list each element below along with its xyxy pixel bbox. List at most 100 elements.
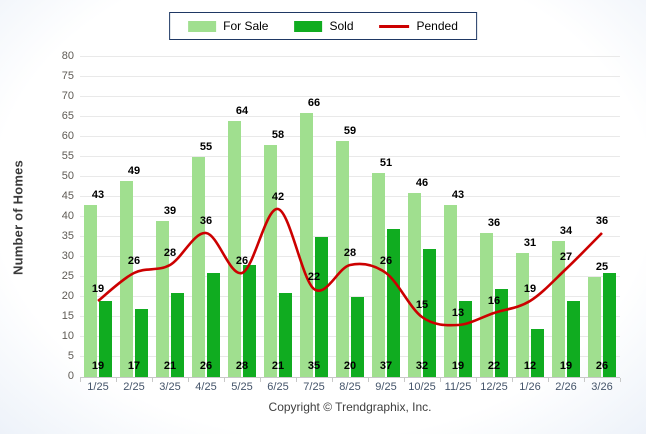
- sold-swatch-icon: [294, 20, 323, 32]
- x-tick-label: 9/25: [375, 381, 397, 393]
- pended-value-label: 13: [451, 307, 465, 319]
- for-sale-bar[interactable]: [444, 205, 457, 377]
- y-tick-label: 40: [61, 210, 74, 222]
- x-tick-mark: [404, 378, 405, 382]
- gridline: [80, 296, 620, 297]
- for-sale-bar[interactable]: [300, 113, 313, 377]
- pended-value-label: 26: [127, 255, 141, 267]
- y-tick-label: 25: [61, 270, 74, 282]
- for-sale-value-label: 46: [415, 177, 429, 189]
- pended-value-label: 42: [271, 191, 285, 203]
- x-tick-label: 2/25: [123, 381, 145, 393]
- pended-value-label: 15: [415, 299, 429, 311]
- sold-bar[interactable]: [207, 273, 220, 377]
- sold-value-label: 37: [379, 360, 393, 372]
- for-sale-value-label: 51: [379, 157, 393, 169]
- x-tick-mark: [188, 378, 189, 382]
- legend-label-for-sale: For Sale: [223, 19, 269, 33]
- copyright: Copyright © Trendgraphix, Inc.: [268, 400, 432, 414]
- sold-value-label: 19: [451, 360, 465, 372]
- x-tick-mark: [476, 378, 477, 382]
- sold-value-label: 28: [235, 360, 249, 372]
- sold-bar[interactable]: [567, 301, 580, 377]
- for-sale-value-label: 64: [235, 105, 249, 117]
- for-sale-bar[interactable]: [516, 253, 529, 377]
- y-tick-label: 5: [67, 350, 74, 362]
- sold-bar[interactable]: [315, 237, 328, 377]
- x-tick-label: 3/26: [591, 381, 613, 393]
- x-tick-mark: [260, 378, 261, 382]
- pended-value-label: 19: [523, 283, 537, 295]
- legend-item-sold[interactable]: Sold: [294, 19, 354, 33]
- sold-bar[interactable]: [243, 265, 256, 377]
- x-tick-mark: [332, 378, 333, 382]
- sold-bar[interactable]: [603, 273, 616, 377]
- legend-item-for-sale[interactable]: For Sale: [188, 19, 268, 33]
- sold-bar[interactable]: [279, 293, 292, 377]
- y-tick-label: 0: [67, 370, 74, 382]
- x-tick-mark: [440, 378, 441, 382]
- gridline: [80, 196, 620, 197]
- gridline: [80, 216, 620, 217]
- x-tick-mark: [368, 378, 369, 382]
- for-sale-bar[interactable]: [408, 193, 421, 377]
- for-sale-value-label: 58: [271, 129, 285, 141]
- sold-value-label: 19: [91, 360, 105, 372]
- sold-bar[interactable]: [99, 301, 112, 377]
- y-tick-label: 75: [61, 70, 74, 82]
- gridline: [80, 156, 620, 157]
- x-tick-label: 1/25: [87, 381, 109, 393]
- x-tick-mark: [224, 378, 225, 382]
- sold-bar[interactable]: [171, 293, 184, 377]
- sold-value-label: 26: [595, 360, 609, 372]
- sold-bar[interactable]: [459, 301, 472, 377]
- for-sale-value-label: 59: [343, 125, 357, 137]
- x-tick-label: 11/25: [444, 381, 472, 393]
- sold-value-label: 22: [487, 360, 501, 372]
- gridline: [80, 336, 620, 337]
- for-sale-value-label: 39: [163, 205, 177, 217]
- gridline: [80, 56, 620, 57]
- x-tick-mark: [512, 378, 513, 382]
- x-tick-mark: [296, 378, 297, 382]
- sold-bar[interactable]: [351, 297, 364, 377]
- pended-value-label: 28: [163, 247, 177, 259]
- for-sale-bar[interactable]: [192, 157, 205, 377]
- for-sale-bar[interactable]: [336, 141, 349, 377]
- sold-bar[interactable]: [423, 249, 436, 377]
- gridline: [80, 356, 620, 357]
- for-sale-bar[interactable]: [552, 241, 565, 377]
- for-sale-value-label: 66: [307, 97, 321, 109]
- x-tick-label: 5/25: [231, 381, 253, 393]
- y-tick-label: 55: [61, 150, 74, 162]
- for-sale-value-label: 25: [595, 261, 609, 273]
- legend-item-pended[interactable]: Pended: [379, 19, 458, 33]
- pended-value-label: 22: [307, 271, 321, 283]
- x-tick-label: 1/26: [519, 381, 541, 393]
- for-sale-value-label: 43: [91, 189, 105, 201]
- sold-bar[interactable]: [135, 309, 148, 377]
- gridline: [80, 116, 620, 117]
- sold-value-label: 17: [127, 360, 141, 372]
- for-sale-value-label: 34: [559, 225, 573, 237]
- legend: For Sale Sold Pended: [169, 12, 477, 40]
- pended-value-label: 36: [199, 215, 213, 227]
- legend-label-sold: Sold: [329, 19, 354, 33]
- gridline: [80, 276, 620, 277]
- for-sale-bar[interactable]: [372, 173, 385, 377]
- for-sale-bar[interactable]: [156, 221, 169, 377]
- for-sale-bar[interactable]: [228, 121, 241, 377]
- for-sale-bar[interactable]: [480, 233, 493, 377]
- y-tick-label: 45: [61, 190, 74, 202]
- for-sale-bar[interactable]: [264, 145, 277, 377]
- x-tick-mark: [80, 378, 81, 382]
- pended-line[interactable]: [80, 57, 620, 377]
- pended-value-label: 26: [379, 255, 393, 267]
- x-tick-label: 10/25: [408, 381, 436, 393]
- for-sale-bar[interactable]: [84, 205, 97, 377]
- sold-bar[interactable]: [387, 229, 400, 377]
- for-sale-bar[interactable]: [588, 277, 601, 377]
- y-tick-label: 70: [61, 90, 74, 102]
- for-sale-swatch-icon: [188, 20, 217, 32]
- sold-bar[interactable]: [531, 329, 544, 377]
